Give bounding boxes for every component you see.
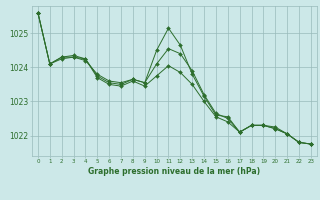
X-axis label: Graphe pression niveau de la mer (hPa): Graphe pression niveau de la mer (hPa) (88, 167, 260, 176)
